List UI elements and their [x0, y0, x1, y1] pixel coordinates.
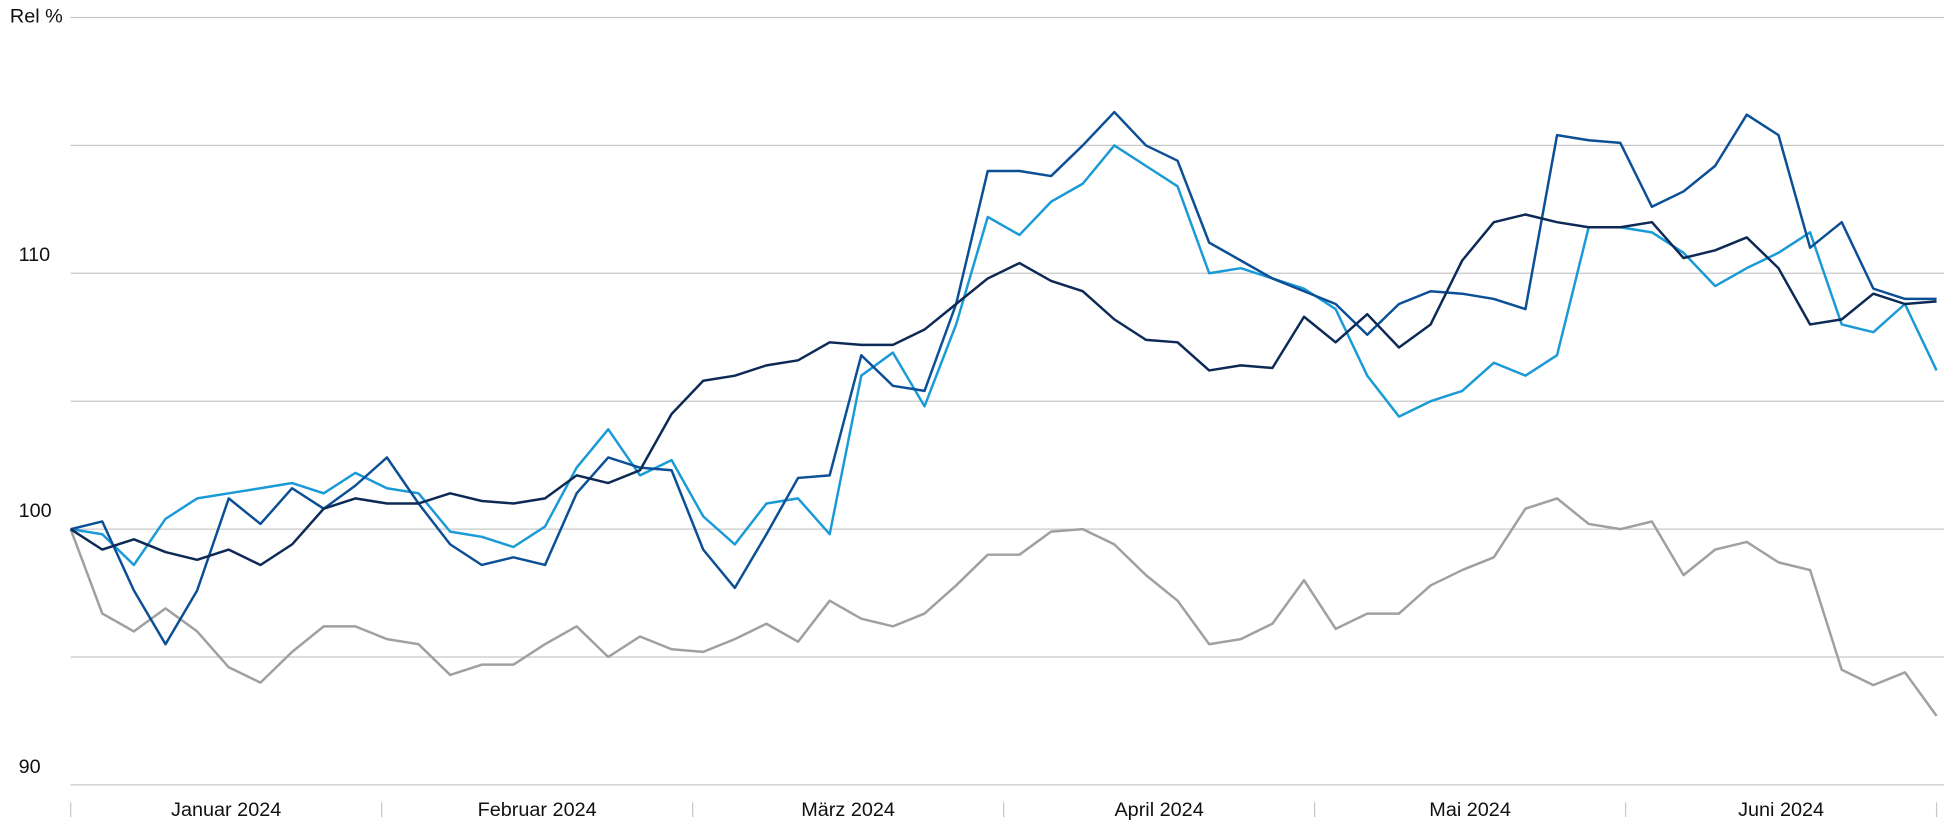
series-line: [69, 497, 1938, 717]
x-tick-label: März 2024: [801, 799, 895, 821]
x-tick-label: Mai 2024: [1429, 799, 1511, 821]
y-tick-label: 90: [19, 756, 41, 778]
x-tick-label: Januar 2024: [171, 799, 281, 821]
x-tick-label: April 2024: [1114, 799, 1203, 821]
y-tick-label: 100: [19, 500, 52, 522]
x-tick-label: Februar 2024: [478, 799, 597, 821]
y-tick-label: 110: [19, 244, 51, 266]
series-line: [69, 213, 1937, 567]
x-tick-label: Juni 2024: [1738, 799, 1824, 821]
series-line: [70, 110, 1937, 646]
series-line: [70, 144, 1938, 567]
y-axis-label: Rel %: [10, 6, 63, 28]
